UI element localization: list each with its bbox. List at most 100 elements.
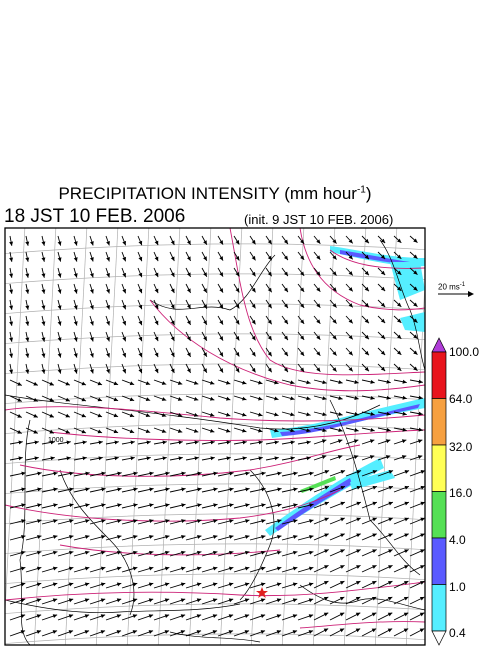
wind-vector-head — [267, 287, 272, 293]
wind-vector-head — [133, 550, 138, 555]
wind-vector-head — [212, 614, 218, 619]
wind-vector-head — [242, 428, 247, 433]
wind-vector-head — [9, 305, 14, 310]
wind-vector-head — [290, 412, 295, 417]
wind-vector-head — [308, 614, 314, 619]
wind-vector-head — [242, 396, 247, 401]
wind-vector-head — [117, 503, 122, 508]
wind-vector-head — [309, 471, 314, 476]
wind-vector-head — [69, 503, 74, 508]
wind-vector-head — [276, 614, 282, 619]
wind-vector-head — [116, 566, 122, 571]
wind-vector-head — [290, 380, 295, 385]
wind-vector-head — [386, 379, 391, 384]
wind-vector-head — [244, 614, 250, 619]
pressure-contour — [5, 489, 341, 522]
wind-vector-head — [148, 614, 154, 619]
wind-vector-head — [322, 428, 327, 433]
wind-vector-head — [170, 336, 175, 342]
wind-vector-head — [308, 566, 314, 571]
wind-vector-head — [177, 413, 183, 417]
coast-segment — [239, 469, 275, 601]
wind-vector-head — [148, 630, 154, 634]
wind-vector-head — [274, 440, 279, 445]
wind-vector-head — [154, 272, 159, 278]
wind-vector-head — [25, 289, 30, 294]
wind-vector-head — [251, 255, 256, 261]
wind-vector-head — [245, 519, 250, 524]
wind-vector-head — [73, 257, 78, 262]
wind-vector-head — [283, 367, 288, 373]
wind-vector-head — [372, 565, 377, 569]
wind-vector-head — [340, 470, 346, 474]
wind-vector-head — [372, 533, 377, 538]
wind-vector-head — [306, 412, 311, 417]
wind-vector-head — [180, 614, 186, 619]
wind-vector-head — [132, 630, 138, 634]
wind-vector-head — [354, 412, 359, 416]
wind-vector-head — [145, 429, 151, 433]
wind-vector-head — [290, 456, 295, 461]
wind-vector-head — [154, 320, 159, 326]
wind-vector-head — [164, 582, 170, 587]
wind-vector-head — [146, 440, 151, 445]
pressure-contour — [49, 429, 425, 441]
wind-vector-head — [180, 598, 186, 603]
wind-vector-head — [181, 519, 186, 524]
grid-line — [5, 303, 425, 314]
pressure-contour — [5, 581, 425, 601]
wind-vector-head — [69, 519, 74, 524]
wind-vector-head — [397, 302, 402, 307]
wind-vector-head — [117, 487, 122, 492]
wind-vector-head — [225, 396, 231, 401]
wind-vector-head — [402, 395, 407, 400]
wind-vector-head — [212, 598, 218, 603]
wind-vector-head — [338, 380, 343, 385]
wind-vector-head — [417, 455, 423, 459]
wind-vector-head — [186, 304, 191, 309]
wind-vector-head — [261, 487, 266, 492]
wind-vector-head — [235, 320, 240, 325]
wind-vector-head — [53, 471, 58, 476]
grid-line — [5, 513, 425, 524]
legend-colorbar — [431, 337, 447, 646]
wind-vector-head — [21, 487, 26, 492]
coast-segment — [5, 599, 241, 614]
wind-vector-head — [177, 381, 183, 385]
wind-vector-head — [52, 630, 58, 634]
wind-vector-head — [25, 273, 30, 278]
wind-vector-head — [66, 440, 71, 445]
wind-vector-head — [300, 303, 305, 308]
wind-vector-head — [420, 470, 425, 474]
wind-vector-head — [340, 501, 345, 506]
wind-vector-head — [356, 565, 361, 569]
wind-vector-head — [122, 304, 127, 310]
wind-vector-head — [277, 519, 282, 524]
wind-vector-head — [34, 456, 39, 461]
wind-vector-head — [106, 272, 110, 278]
wind-vector-head — [276, 582, 282, 587]
wind-vector-head — [229, 519, 234, 524]
grid-line — [312, 228, 336, 645]
wind-vector-head — [194, 440, 199, 445]
wind-vector-head — [388, 501, 393, 506]
wind-vector-head — [170, 288, 175, 294]
wind-vector-head — [308, 598, 314, 603]
wind-vector-head — [37, 519, 42, 524]
wind-vector-head — [292, 598, 298, 603]
wind-vector-head — [89, 257, 94, 262]
wind-vector-head — [17, 429, 22, 434]
wind-vector-head — [203, 368, 207, 373]
wind-vector-head — [261, 471, 266, 476]
wind-vector-head — [73, 289, 78, 294]
wind-vector-head — [133, 534, 138, 539]
wind-vector-head — [420, 517, 425, 522]
wind-vector-head — [397, 334, 402, 339]
legend-label-4: 4.0 — [449, 533, 466, 547]
wind-vector-head — [348, 351, 353, 356]
wind-vector-head — [73, 273, 78, 278]
wind-vector-head — [403, 628, 409, 633]
wind-vector-head — [260, 582, 266, 587]
wind-vector-head — [267, 271, 272, 277]
